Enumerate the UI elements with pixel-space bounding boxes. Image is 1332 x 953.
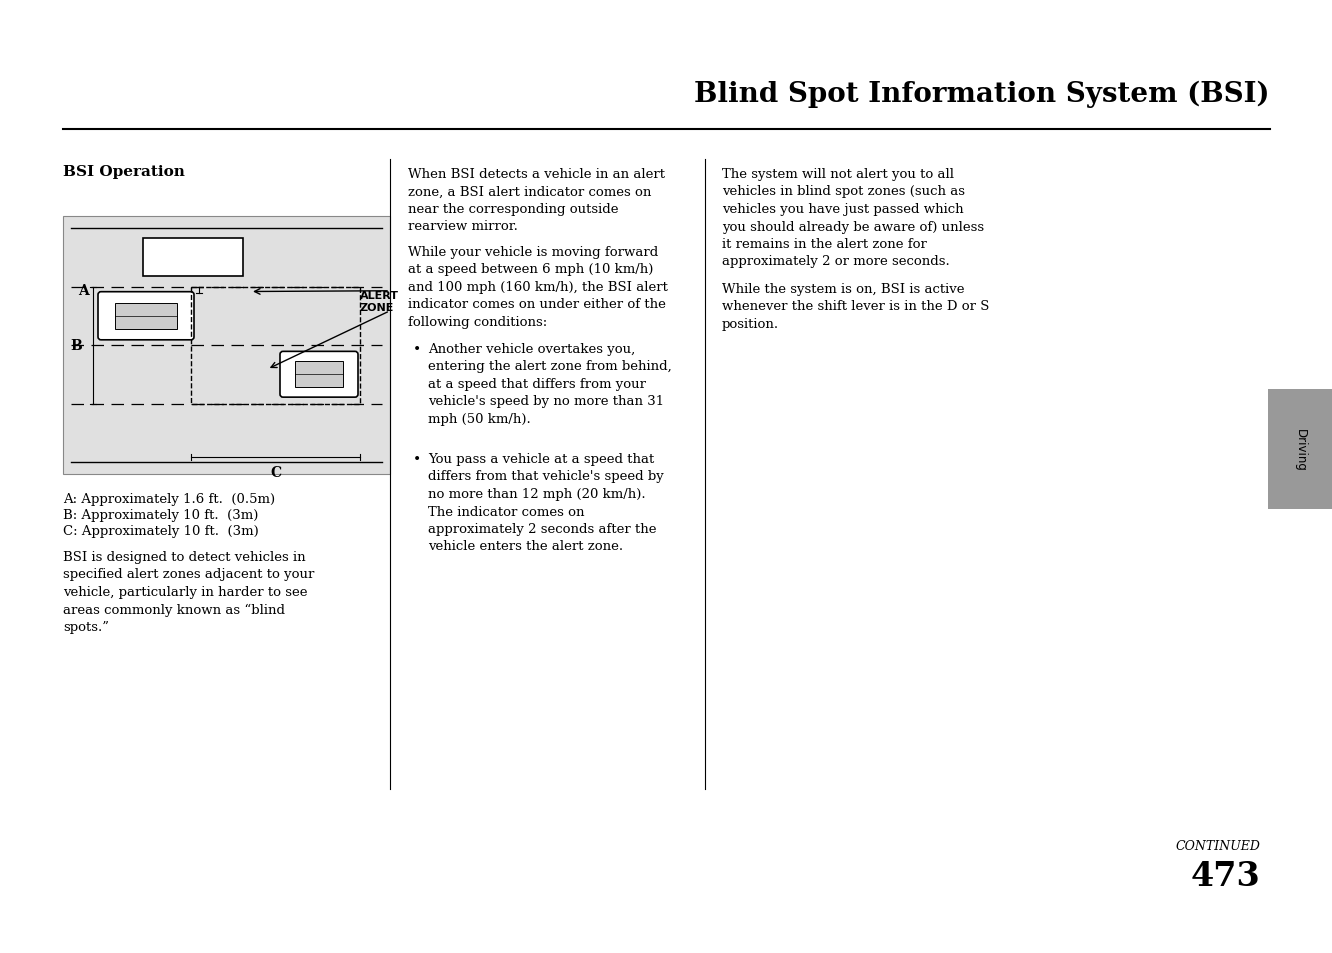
FancyBboxPatch shape [99, 293, 194, 340]
Text: •: • [413, 453, 421, 467]
Text: •: • [413, 343, 421, 356]
Text: While your vehicle is moving forward
at a speed between 6 mph (10 km/h)
and 100 : While your vehicle is moving forward at … [408, 246, 667, 329]
Text: Another vehicle overtakes you,
entering the alert zone from behind,
at a speed t: Another vehicle overtakes you, entering … [428, 343, 671, 426]
Bar [63, 216, 390, 475]
Text: CONTINUED: CONTINUED [1175, 840, 1260, 852]
Bar [143, 239, 242, 277]
Text: Blind Spot Information System (BSI): Blind Spot Information System (BSI) [694, 81, 1269, 108]
Text: BSI Operation: BSI Operation [63, 165, 185, 179]
Text: ALERT
ZONE: ALERT ZONE [360, 291, 400, 313]
Text: B: Approximately 10 ft.  (3m): B: Approximately 10 ft. (3m) [63, 509, 258, 521]
Text: Driving: Driving [1293, 428, 1307, 471]
Text: A: Approximately 1.6 ft.  (0.5m): A: Approximately 1.6 ft. (0.5m) [63, 493, 276, 505]
Text: You pass a vehicle at a speed that
differs from that vehicle's speed by
no more : You pass a vehicle at a speed that diffe… [428, 453, 663, 553]
Bar [115, 303, 177, 330]
Text: While the system is on, BSI is active
whenever the shift lever is in the D or S
: While the system is on, BSI is active wh… [722, 283, 990, 331]
Text: C: C [270, 465, 281, 479]
Text: A: A [77, 283, 88, 297]
Text: B: B [71, 338, 81, 353]
Bar [294, 362, 344, 388]
Text: C: Approximately 10 ft.  (3m): C: Approximately 10 ft. (3m) [63, 524, 258, 537]
Text: BSI is designed to detect vehicles in
specified alert zones adjacent to your
veh: BSI is designed to detect vehicles in sp… [63, 551, 314, 634]
Text: When BSI detects a vehicle in an alert
zone, a BSI alert indicator comes on
near: When BSI detects a vehicle in an alert z… [408, 168, 665, 233]
Bar [190, 287, 360, 404]
Text: 473: 473 [1191, 859, 1260, 892]
FancyBboxPatch shape [280, 352, 358, 397]
Text: The system will not alert you to all
vehicles in blind spot zones (such as
vehic: The system will not alert you to all veh… [722, 168, 984, 268]
Bar [1268, 390, 1332, 510]
